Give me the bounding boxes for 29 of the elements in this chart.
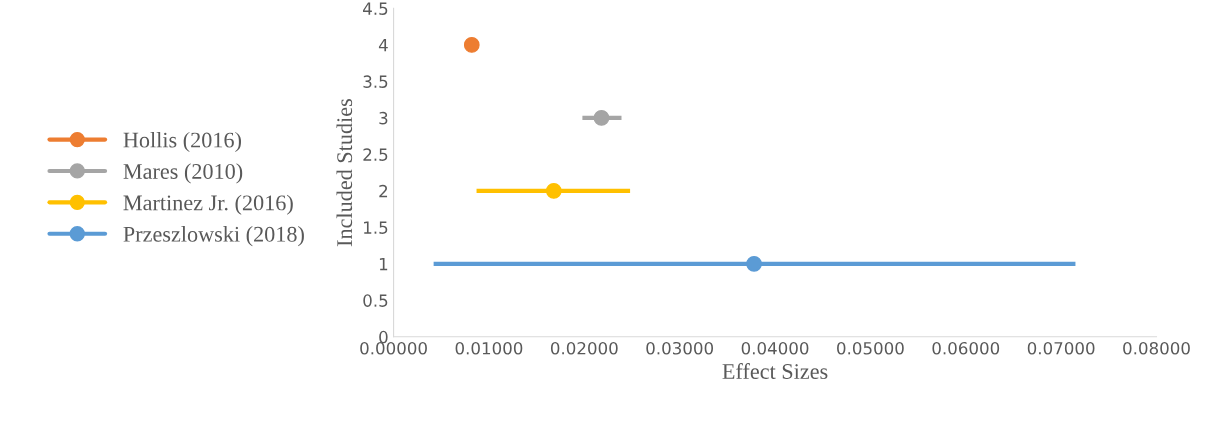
x-axis-title: Effect Sizes <box>722 363 828 379</box>
legend-label: Martinez Jr. (2016) <box>123 194 293 215</box>
x-tick-label: 0.04000 <box>741 341 809 355</box>
x-tick-label: 0.01000 <box>455 341 523 355</box>
y-tick-label: 4 <box>378 39 388 52</box>
y-tick-label: 3 <box>379 111 388 125</box>
x-tick-label: 0.03000 <box>646 341 714 355</box>
x-tick-label: 0.05000 <box>837 341 904 355</box>
x-tick-label: 0.06000 <box>932 341 1000 355</box>
x-tick-label: 0.08000 <box>1123 341 1190 355</box>
legend-label: Mares (2010) <box>123 163 243 184</box>
y-tick-label: 0.5 <box>363 294 388 307</box>
y-tick-label: 1 <box>379 258 388 271</box>
x-tick-label: 0.02000 <box>550 341 618 355</box>
x-tick-label: 0.07000 <box>1027 341 1095 355</box>
y-tick-label: 1.5 <box>364 221 388 234</box>
point <box>545 182 562 199</box>
y-axis-title: Included Studies <box>336 99 353 247</box>
y-tick-label: 0 <box>379 330 388 344</box>
point <box>463 37 480 53</box>
y-tick-label: 3.5 <box>363 75 388 88</box>
point <box>593 110 610 126</box>
legend-label: Przeszlowski (2018) <box>123 226 304 247</box>
point <box>746 255 762 272</box>
x-tick-label: 0.00000 <box>360 341 427 355</box>
y-tick-label: 2 <box>379 184 388 198</box>
y-tick-label: 2.5 <box>363 148 388 161</box>
legend-label: Hollis (2016) <box>123 131 241 153</box>
y-tick-label: 4.5 <box>363 2 388 15</box>
